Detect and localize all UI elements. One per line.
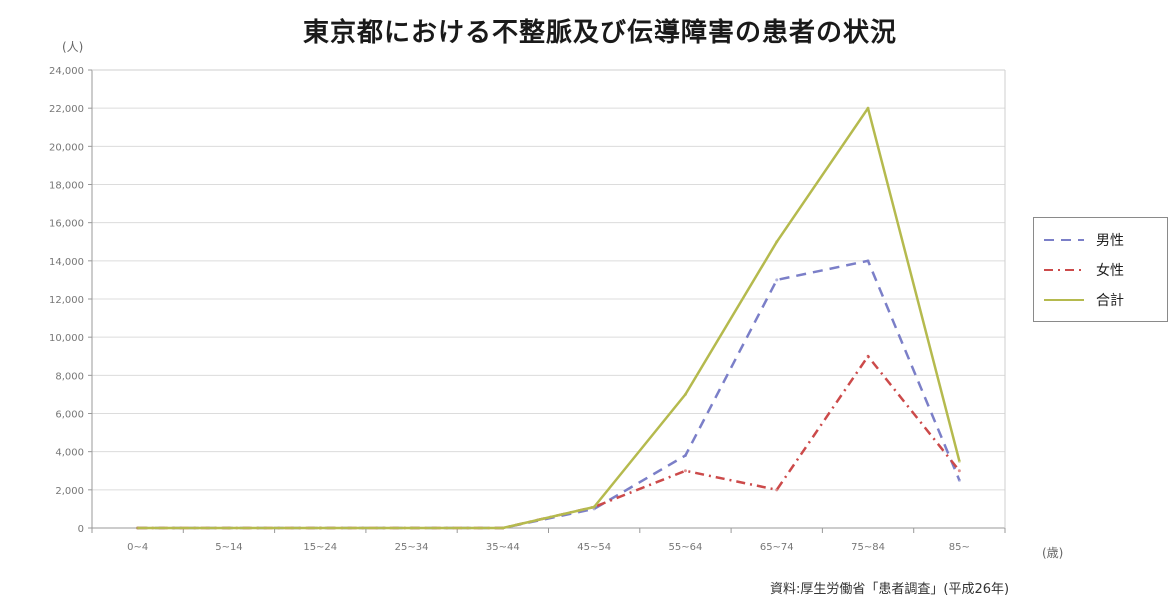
legend: 男性 女性 合計 <box>1033 217 1168 322</box>
series-line-female <box>137 355 961 530</box>
x-tick-label: 35~44 <box>486 542 520 553</box>
x-tick-label: 55~64 <box>669 542 703 553</box>
data-point-total <box>775 240 779 244</box>
x-tick-label: 0~4 <box>127 542 148 553</box>
x-tick-label: 85~ <box>949 542 970 553</box>
legend-swatch-male <box>1044 239 1084 241</box>
series-line-total <box>137 106 961 530</box>
y-tick-label: 8,000 <box>55 371 84 382</box>
y-tick-label: 20,000 <box>49 142 84 153</box>
data-point-total <box>501 526 505 530</box>
series-line-male <box>137 259 961 530</box>
x-tick-label: 65~74 <box>760 542 794 553</box>
y-tick-label: 10,000 <box>49 333 84 344</box>
x-tick-label: 15~24 <box>303 542 337 553</box>
data-point-female <box>683 469 687 473</box>
data-point-male <box>683 453 687 457</box>
y-tick-label: 24,000 <box>49 66 84 77</box>
y-tick-label: 2,000 <box>55 486 84 497</box>
data-point-male <box>866 259 870 263</box>
legend-label-total: 合計 <box>1096 293 1124 309</box>
y-tick-labels: 0 2,000 4,000 6,000 8,000 10,000 12,000 14,000 1… <box>49 66 84 535</box>
data-point-female <box>775 488 779 492</box>
data-point-total <box>136 526 140 530</box>
data-point-total <box>410 526 414 530</box>
x-tick-labels: 0~4 5~14 15~24 25~34 35~44 45~54 55~64 65~74 75~… <box>127 542 970 553</box>
grid-lines <box>92 69 1005 491</box>
data-point-male <box>957 478 961 482</box>
legend-label-male: 男性 <box>1096 233 1124 249</box>
x-axis-unit: (歳) <box>1042 546 1064 560</box>
chart-title: 東京都における不整脈及び伝導障害の患者の状況 <box>302 18 897 48</box>
x-tick-label: 25~34 <box>395 542 429 553</box>
legend-item-male: 男性 <box>1044 228 1124 252</box>
data-point-female <box>957 469 961 473</box>
y-tick-label: 14,000 <box>49 257 84 268</box>
legend-swatch-female <box>1044 269 1084 271</box>
data-point-total <box>227 526 231 530</box>
data-point-total <box>592 505 596 509</box>
data-point-female <box>866 354 870 358</box>
legend-item-female: 女性 <box>1044 258 1124 282</box>
axes <box>88 69 1006 533</box>
y-tick-label: 4,000 <box>55 448 84 459</box>
legend-label-female: 女性 <box>1096 263 1124 279</box>
y-tick-label: 16,000 <box>49 219 84 230</box>
x-tick-label: 5~14 <box>215 542 242 553</box>
y-tick-label: 18,000 <box>49 181 84 192</box>
data-point-total <box>318 526 322 530</box>
legend-item-total: 合計 <box>1044 288 1124 312</box>
data-point-total <box>683 392 687 396</box>
x-tick-label: 75~84 <box>851 542 885 553</box>
series-lines <box>136 106 961 530</box>
y-tick-label: 0 <box>78 524 84 535</box>
legend-swatch-total <box>1044 299 1084 301</box>
data-point-male <box>775 278 779 282</box>
source-note: 資料:厚生労働省「患者調査」(平成26年) <box>770 582 1010 597</box>
y-tick-label: 6,000 <box>55 410 84 421</box>
y-tick-label: 22,000 <box>49 104 84 115</box>
data-point-total <box>866 106 870 110</box>
y-axis-unit: (人) <box>62 40 84 54</box>
y-tick-label: 12,000 <box>49 295 84 306</box>
data-point-total <box>957 459 961 463</box>
x-tick-label: 45~54 <box>577 542 611 553</box>
